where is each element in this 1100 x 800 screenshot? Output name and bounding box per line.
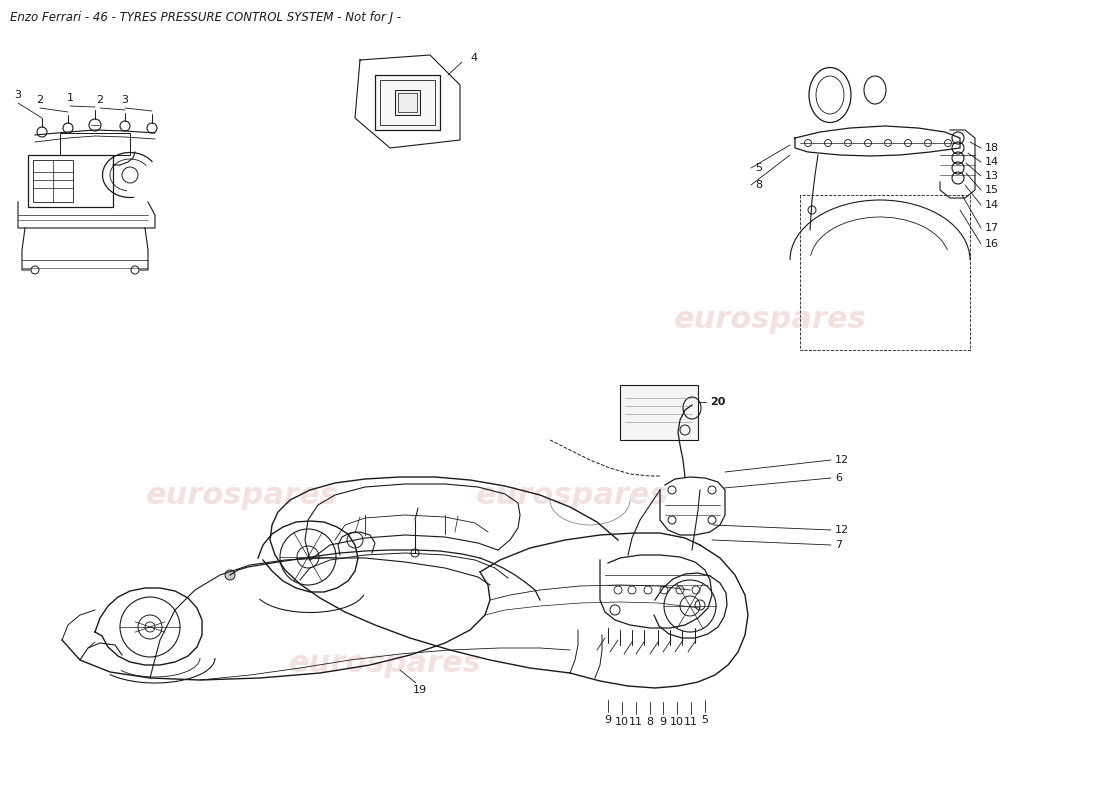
Text: 1: 1: [66, 93, 74, 103]
Text: 16: 16: [984, 239, 999, 249]
Text: 3: 3: [14, 90, 22, 100]
Text: 15: 15: [984, 185, 999, 195]
Text: 5: 5: [702, 715, 708, 725]
Bar: [28, 155, 113, 207]
Text: 8: 8: [755, 180, 762, 190]
Text: 12: 12: [835, 525, 849, 535]
Text: eurospares: eurospares: [288, 650, 482, 678]
Text: 6: 6: [835, 473, 842, 483]
Bar: [33, 160, 73, 202]
Text: 14: 14: [984, 157, 999, 167]
Text: 11: 11: [629, 717, 644, 727]
Bar: [379, 80, 434, 125]
Bar: [398, 93, 417, 112]
Text: eurospares: eurospares: [673, 306, 867, 334]
Bar: [60, 133, 130, 155]
Bar: [395, 90, 420, 115]
Text: 2: 2: [36, 95, 44, 105]
Bar: [620, 385, 698, 440]
Text: 9: 9: [604, 715, 612, 725]
Text: 10: 10: [670, 717, 684, 727]
Text: 17: 17: [984, 223, 999, 233]
Circle shape: [145, 622, 155, 632]
Circle shape: [226, 570, 235, 580]
Text: 18: 18: [984, 143, 999, 153]
Text: eurospares: eurospares: [475, 482, 669, 510]
Text: 12: 12: [835, 455, 849, 465]
Text: 8: 8: [647, 717, 653, 727]
Text: eurospares: eurospares: [145, 482, 339, 510]
Text: 14: 14: [984, 200, 999, 210]
Text: 5: 5: [755, 163, 762, 173]
Text: 11: 11: [684, 717, 699, 727]
Bar: [375, 75, 440, 130]
Text: 2: 2: [97, 95, 103, 105]
Text: 10: 10: [615, 717, 629, 727]
Text: 13: 13: [984, 171, 999, 181]
Text: 19: 19: [412, 685, 427, 695]
Text: 4: 4: [470, 53, 477, 63]
Text: 3: 3: [121, 95, 129, 105]
Text: 9: 9: [659, 717, 667, 727]
Text: Enzo Ferrari - 46 - TYRES PRESSURE CONTROL SYSTEM - Not for J -: Enzo Ferrari - 46 - TYRES PRESSURE CONTR…: [10, 11, 401, 25]
Text: 20: 20: [710, 397, 725, 407]
Text: 7: 7: [835, 540, 843, 550]
